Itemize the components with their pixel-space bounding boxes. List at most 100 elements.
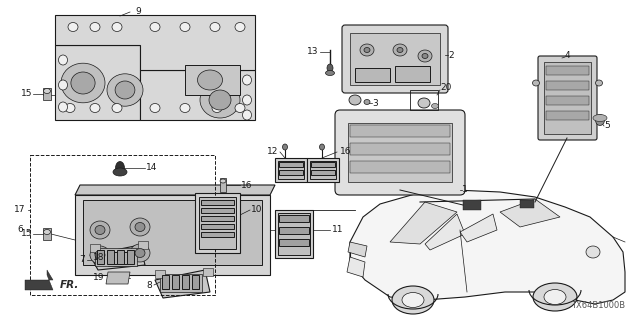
Ellipse shape [90, 103, 100, 113]
Ellipse shape [220, 179, 226, 183]
Text: 9: 9 [135, 7, 141, 17]
Polygon shape [75, 195, 270, 275]
Ellipse shape [418, 50, 432, 62]
Ellipse shape [212, 103, 222, 113]
Text: 19: 19 [93, 274, 104, 283]
Ellipse shape [243, 110, 252, 120]
Bar [279, 239, 309, 246]
Ellipse shape [544, 290, 566, 305]
Bar [279, 227, 309, 234]
Bar [30, 155, 215, 295]
Text: 14: 14 [146, 164, 157, 172]
Ellipse shape [243, 75, 252, 85]
Bar [127, 250, 134, 264]
Ellipse shape [327, 64, 333, 72]
Bar [546, 66, 589, 75]
Text: 12: 12 [267, 148, 278, 156]
FancyBboxPatch shape [335, 110, 465, 195]
Polygon shape [55, 45, 140, 120]
Text: 17: 17 [14, 205, 26, 214]
Ellipse shape [65, 103, 75, 113]
Bar [355, 68, 390, 82]
Bar [201, 232, 234, 237]
Bar [90, 244, 100, 252]
Bar [155, 270, 165, 278]
Bar [279, 170, 303, 175]
Ellipse shape [135, 222, 145, 231]
Text: 1: 1 [462, 186, 468, 195]
Ellipse shape [95, 251, 105, 260]
Ellipse shape [209, 90, 231, 110]
Text: 5: 5 [604, 121, 610, 130]
Ellipse shape [243, 95, 252, 105]
Polygon shape [460, 214, 497, 242]
Text: 16: 16 [241, 180, 253, 189]
Ellipse shape [107, 74, 143, 106]
Bar [275, 158, 307, 182]
Bar [185, 65, 240, 95]
Ellipse shape [61, 63, 105, 103]
Bar [279, 162, 303, 167]
Ellipse shape [150, 22, 160, 31]
Ellipse shape [135, 249, 145, 258]
Ellipse shape [532, 80, 540, 86]
Ellipse shape [402, 292, 424, 308]
Bar [546, 111, 589, 120]
Text: 13: 13 [307, 47, 318, 57]
Ellipse shape [422, 53, 428, 59]
Ellipse shape [68, 22, 78, 31]
Text: 4: 4 [565, 51, 571, 60]
Bar [160, 274, 202, 292]
Text: 15: 15 [20, 90, 32, 99]
Bar [201, 208, 234, 213]
Ellipse shape [392, 286, 434, 314]
Ellipse shape [235, 22, 245, 31]
Bar [172, 275, 179, 289]
Bar [182, 275, 189, 289]
Ellipse shape [112, 22, 122, 31]
Text: 18: 18 [93, 253, 104, 262]
Ellipse shape [90, 22, 100, 31]
Bar [307, 158, 339, 182]
Ellipse shape [533, 283, 577, 311]
Bar [279, 215, 309, 222]
Bar [110, 252, 128, 264]
Bar [463, 200, 481, 210]
Text: 3: 3 [372, 99, 378, 108]
Bar [350, 161, 450, 173]
Bar [192, 275, 199, 289]
Ellipse shape [44, 89, 51, 93]
Bar [107, 250, 114, 264]
Ellipse shape [393, 44, 407, 56]
Ellipse shape [71, 72, 95, 94]
Ellipse shape [593, 115, 607, 122]
Bar [138, 241, 148, 249]
Text: 16: 16 [340, 148, 351, 156]
Ellipse shape [319, 144, 324, 150]
Text: 11: 11 [332, 226, 344, 235]
Bar [43, 88, 51, 100]
Ellipse shape [113, 168, 127, 176]
Text: 8: 8 [147, 281, 152, 290]
Ellipse shape [58, 102, 67, 112]
Text: 2: 2 [448, 51, 454, 60]
Bar [203, 268, 213, 276]
Text: 20: 20 [440, 84, 451, 92]
Polygon shape [106, 272, 130, 284]
Bar [350, 33, 440, 85]
Bar [108, 250, 130, 266]
Polygon shape [75, 185, 275, 195]
Text: 6: 6 [17, 226, 23, 235]
Ellipse shape [44, 229, 51, 235]
Polygon shape [155, 270, 210, 298]
Bar [97, 250, 104, 264]
Ellipse shape [200, 82, 240, 118]
Bar [278, 213, 310, 255]
Bar [83, 200, 262, 265]
Ellipse shape [130, 218, 150, 236]
Bar [117, 250, 124, 264]
Polygon shape [55, 15, 255, 70]
Ellipse shape [397, 47, 403, 52]
Ellipse shape [282, 144, 287, 150]
Ellipse shape [418, 98, 430, 108]
